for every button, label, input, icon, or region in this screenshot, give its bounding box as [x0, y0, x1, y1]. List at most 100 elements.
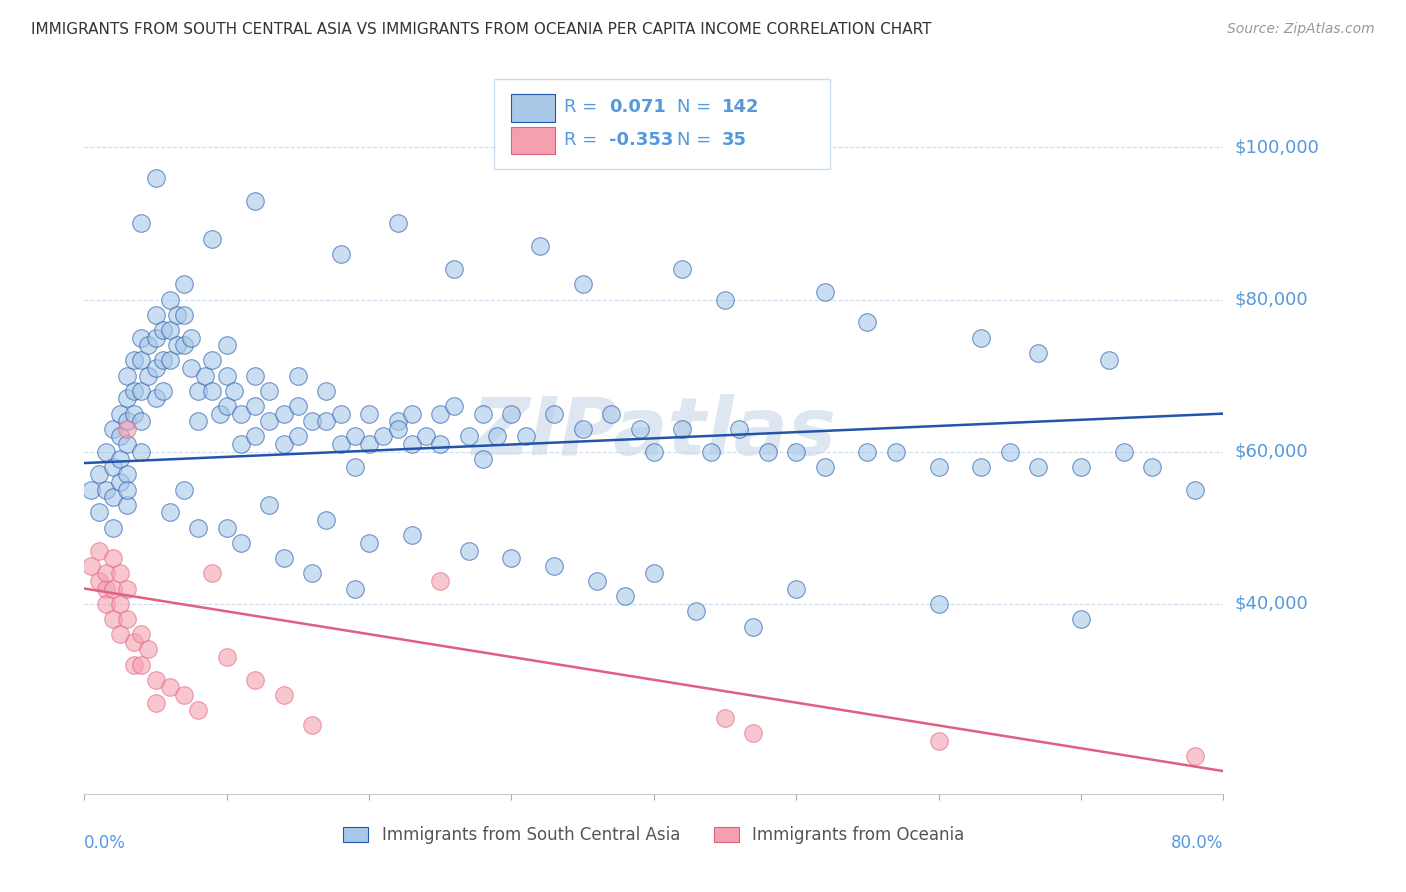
- Point: [180, 330, 202, 344]
- Point: [138, 642, 160, 657]
- Point: [245, 399, 267, 413]
- Point: [1184, 483, 1206, 497]
- Point: [643, 566, 665, 581]
- Point: [343, 582, 366, 596]
- Point: [1070, 612, 1092, 626]
- Legend: Immigrants from South Central Asia, Immigrants from Oceania: Immigrants from South Central Asia, Immi…: [337, 819, 970, 851]
- Point: [571, 422, 593, 436]
- Point: [108, 429, 131, 443]
- Text: 35: 35: [723, 131, 747, 149]
- Point: [94, 444, 117, 458]
- Point: [131, 217, 153, 231]
- Point: [122, 407, 145, 421]
- Point: [159, 323, 181, 337]
- Point: [457, 543, 479, 558]
- Point: [80, 483, 103, 497]
- Point: [387, 414, 409, 428]
- Point: [122, 353, 145, 368]
- Text: 0.071: 0.071: [609, 98, 666, 117]
- Point: [101, 612, 124, 626]
- Point: [173, 338, 195, 352]
- Point: [101, 459, 124, 474]
- Point: [472, 407, 495, 421]
- Point: [115, 437, 138, 451]
- Point: [273, 688, 295, 702]
- Text: N =: N =: [676, 131, 717, 149]
- Point: [472, 452, 495, 467]
- Point: [187, 384, 209, 398]
- Point: [201, 566, 224, 581]
- Point: [287, 368, 309, 383]
- Point: [138, 368, 160, 383]
- Text: 80.0%: 80.0%: [1171, 834, 1223, 852]
- Point: [108, 407, 131, 421]
- Point: [671, 422, 693, 436]
- Text: $80,000: $80,000: [1234, 291, 1308, 309]
- Point: [1026, 345, 1049, 359]
- FancyBboxPatch shape: [512, 95, 555, 122]
- Point: [742, 619, 765, 633]
- Text: Source: ZipAtlas.com: Source: ZipAtlas.com: [1227, 22, 1375, 37]
- Point: [728, 422, 751, 436]
- Point: [138, 338, 160, 352]
- Point: [401, 528, 423, 542]
- Text: $60,000: $60,000: [1234, 442, 1308, 460]
- Text: R =: R =: [564, 131, 603, 149]
- Point: [814, 459, 837, 474]
- Point: [108, 627, 131, 641]
- Point: [998, 444, 1021, 458]
- Point: [108, 452, 131, 467]
- Point: [928, 459, 950, 474]
- Point: [401, 407, 423, 421]
- Point: [159, 353, 181, 368]
- Point: [742, 726, 765, 740]
- Point: [429, 437, 451, 451]
- Point: [1070, 459, 1092, 474]
- Point: [159, 293, 181, 307]
- Point: [131, 627, 153, 641]
- Point: [443, 399, 465, 413]
- Point: [856, 315, 879, 329]
- Point: [101, 582, 124, 596]
- Point: [343, 459, 366, 474]
- Point: [714, 711, 737, 725]
- Point: [145, 392, 167, 406]
- Point: [287, 429, 309, 443]
- Point: [643, 444, 665, 458]
- Point: [586, 574, 609, 588]
- Point: [131, 444, 153, 458]
- Point: [229, 437, 252, 451]
- Point: [173, 277, 195, 292]
- Point: [387, 422, 409, 436]
- Point: [628, 422, 651, 436]
- Point: [373, 429, 395, 443]
- Point: [115, 422, 138, 436]
- Point: [94, 597, 117, 611]
- Point: [315, 384, 337, 398]
- Point: [501, 551, 523, 566]
- Point: [201, 384, 224, 398]
- Point: [115, 483, 138, 497]
- Point: [401, 437, 423, 451]
- Text: IMMIGRANTS FROM SOUTH CENTRAL ASIA VS IMMIGRANTS FROM OCEANIA PER CAPITA INCOME : IMMIGRANTS FROM SOUTH CENTRAL ASIA VS IM…: [31, 22, 931, 37]
- Text: -0.353: -0.353: [609, 131, 673, 149]
- Text: $40,000: $40,000: [1234, 595, 1308, 613]
- Point: [145, 673, 167, 687]
- Point: [928, 733, 950, 747]
- Point: [387, 217, 409, 231]
- Point: [122, 634, 145, 648]
- Point: [115, 582, 138, 596]
- Point: [714, 293, 737, 307]
- Point: [785, 582, 807, 596]
- Point: [359, 407, 381, 421]
- Point: [166, 338, 188, 352]
- Point: [131, 330, 153, 344]
- Point: [301, 414, 323, 428]
- Point: [600, 407, 623, 421]
- Point: [343, 429, 366, 443]
- Point: [145, 308, 167, 322]
- Point: [259, 384, 281, 398]
- Point: [287, 399, 309, 413]
- Point: [115, 467, 138, 482]
- Point: [131, 384, 153, 398]
